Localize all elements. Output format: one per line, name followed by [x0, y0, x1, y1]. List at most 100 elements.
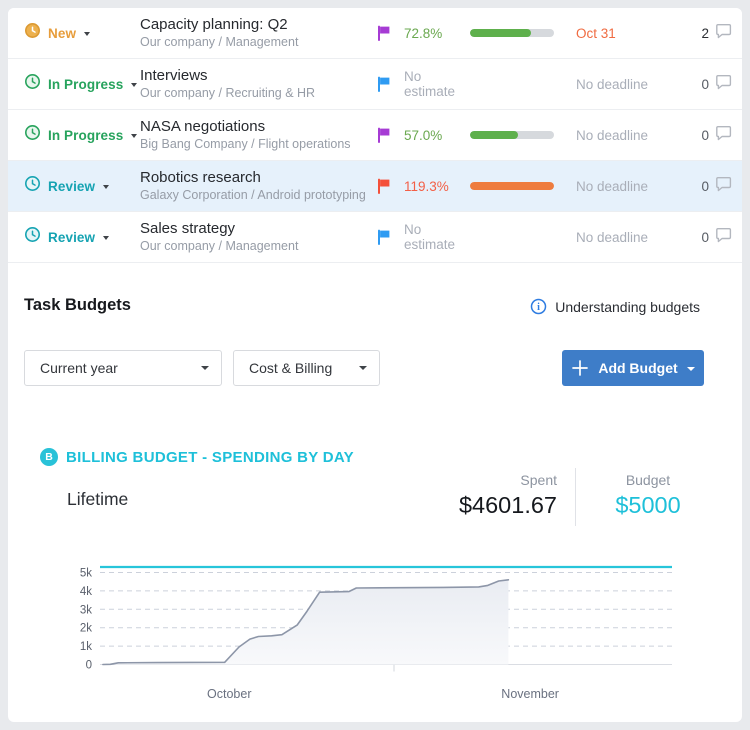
task-estimate: No estimate	[404, 222, 456, 252]
progress-bar-fill	[470, 29, 532, 37]
y-axis-tick: 5k	[80, 568, 92, 580]
comment-bubble-icon	[715, 125, 732, 146]
task-estimate: 72.8%	[404, 25, 443, 41]
task-deadline: No deadline	[576, 127, 649, 143]
clock-status-icon	[24, 226, 41, 248]
table-row[interactable]: In Progress NASA negotiations Big Bang C…	[8, 110, 742, 161]
task-title-cell[interactable]: NASA negotiations Big Bang Company / Fli…	[140, 118, 376, 152]
table-row[interactable]: Review Robotics research Galaxy Corporat…	[8, 161, 742, 212]
budget-period-label: Lifetime	[67, 489, 129, 509]
spent-label: Spent	[520, 472, 557, 488]
y-axis-tick: 1k	[80, 641, 92, 653]
task-title: Robotics research	[140, 169, 261, 186]
period-select[interactable]: Current year	[24, 350, 222, 386]
task-title: Sales strategy	[140, 220, 236, 237]
progress-bar-fill	[470, 131, 518, 139]
spent-stat: Spent $4601.67	[387, 472, 557, 520]
add-budget-button[interactable]: Add Budget	[562, 350, 704, 386]
page-title: Task Budgets	[24, 296, 131, 314]
budget-type-select[interactable]: Cost & Billing	[233, 350, 380, 386]
budget-type-badge: B	[40, 448, 58, 466]
task-status-label: In Progress	[48, 127, 124, 143]
comment-count: 2	[701, 25, 709, 41]
progress-bar	[470, 29, 554, 37]
task-estimate: 119.3%	[404, 178, 449, 194]
task-status-dropdown[interactable]: In Progress	[24, 73, 140, 95]
task-breadcrumb: Our company / Recruiting & HR	[140, 86, 316, 100]
comment-count: 0	[701, 229, 709, 245]
progress-bar-fill	[470, 182, 554, 190]
plus-icon	[571, 359, 589, 377]
comment-count: 0	[701, 76, 709, 92]
task-title-cell[interactable]: Capacity planning: Q2 Our company / Mana…	[140, 16, 376, 50]
task-comments-button[interactable]: 0	[676, 125, 732, 146]
comment-bubble-icon	[715, 23, 732, 44]
understanding-budgets-label: Understanding budgets	[555, 298, 700, 315]
chevron-down-icon	[131, 83, 138, 87]
task-estimate: 57.0%	[404, 127, 443, 143]
priority-flag-icon[interactable]	[376, 127, 404, 143]
task-title-cell[interactable]: Robotics research Galaxy Corporation / A…	[140, 169, 376, 203]
x-axis-label: November	[501, 687, 559, 701]
chevron-down-icon	[103, 185, 110, 189]
task-list: New Capacity planning: Q2 Our company / …	[8, 8, 742, 263]
priority-flag-icon[interactable]	[376, 76, 404, 92]
budget-stat: Budget $5000	[583, 472, 713, 520]
task-status-dropdown[interactable]: Review	[24, 226, 140, 248]
chevron-down-icon	[686, 366, 695, 371]
budget-label: Budget	[625, 472, 671, 488]
billing-budget-title: BILLING BUDGET - SPENDING BY DAY	[66, 449, 354, 466]
task-title-cell[interactable]: Interviews Our company / Recruiting & HR	[140, 67, 376, 101]
task-deadline: No deadline	[576, 76, 649, 92]
task-status-dropdown[interactable]: In Progress	[24, 124, 140, 146]
chevron-down-icon	[201, 366, 209, 370]
progress-bar	[470, 182, 554, 190]
task-deadline: No deadline	[576, 178, 649, 194]
task-status-label: Review	[48, 178, 96, 194]
priority-flag-icon[interactable]	[376, 178, 404, 194]
x-axis-label: October	[207, 687, 251, 701]
task-title-cell[interactable]: Sales strategy Our company / Management	[140, 220, 376, 254]
priority-flag-icon[interactable]	[376, 229, 404, 245]
table-row[interactable]: New Capacity planning: Q2 Our company / …	[8, 8, 742, 59]
info-icon: i	[530, 298, 547, 315]
task-comments-button[interactable]: 0	[676, 227, 732, 248]
task-progress-cell	[470, 29, 562, 37]
clock-status-icon	[24, 175, 41, 197]
y-axis-tick: 4k	[80, 586, 92, 598]
comment-count: 0	[701, 127, 709, 143]
task-progress-cell	[470, 131, 562, 139]
priority-flag-icon[interactable]	[376, 25, 404, 41]
table-row[interactable]: Review Sales strategy Our company / Mana…	[8, 212, 742, 263]
comment-bubble-icon	[715, 227, 732, 248]
main-panel: New Capacity planning: Q2 Our company / …	[8, 8, 742, 722]
task-progress-cell	[470, 182, 562, 190]
comment-bubble-icon	[715, 176, 732, 197]
add-budget-label: Add Budget	[598, 360, 678, 376]
task-status-dropdown[interactable]: New	[24, 22, 140, 44]
filters-row: Current year Cost & Billing Add Budget	[8, 350, 742, 386]
clock-status-icon	[24, 73, 41, 95]
clock-status-icon	[24, 22, 41, 44]
table-row[interactable]: In Progress Interviews Our company / Rec…	[8, 59, 742, 110]
comment-bubble-icon	[715, 74, 732, 95]
task-status-label: Review	[48, 229, 96, 245]
understanding-budgets-link[interactable]: i Understanding budgets	[530, 298, 700, 315]
task-comments-button[interactable]: 0	[676, 74, 732, 95]
chevron-down-icon	[103, 236, 110, 240]
task-title: Capacity planning: Q2	[140, 16, 288, 33]
task-breadcrumb: Our company / Management	[140, 35, 299, 49]
period-select-value: Current year	[40, 360, 118, 376]
task-status-dropdown[interactable]: Review	[24, 175, 140, 197]
task-title: NASA negotiations	[140, 118, 266, 135]
chevron-down-icon	[84, 32, 91, 36]
task-estimate: No estimate	[404, 69, 456, 99]
chevron-down-icon	[359, 366, 367, 370]
task-breadcrumb: Our company / Management	[140, 239, 299, 253]
task-comments-button[interactable]: 2	[676, 23, 732, 44]
clock-status-icon	[24, 124, 41, 146]
task-deadline: No deadline	[576, 229, 649, 245]
task-comments-button[interactable]: 0	[676, 176, 732, 197]
y-axis-tick: 2k	[80, 623, 92, 635]
task-deadline: Oct 31	[576, 25, 616, 41]
